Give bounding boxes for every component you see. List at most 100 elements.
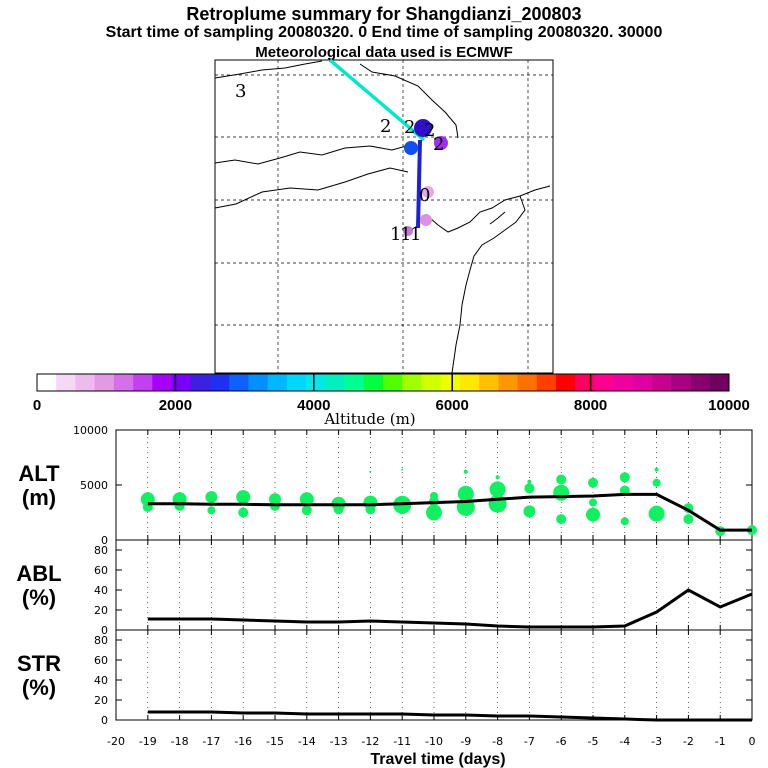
x-tick-label: -3 [651,735,662,748]
map-age-label: 1 [390,224,401,245]
y-tick-label: 0 [101,714,108,727]
altitude-spread-point [236,490,251,505]
y-tick-label: 0 [101,624,108,637]
panel-label-abl: ABL [16,561,61,586]
colorbar-swatch [344,374,365,391]
altitude-spread-point [556,474,567,485]
y-tick-label: 40 [94,584,108,597]
colorbar-swatch [56,374,76,391]
colorbar-swatch [402,374,422,391]
met-data-line: Meteorological data used is ECMWF [255,44,513,61]
colorbar-swatch [575,374,595,391]
plume-blob [403,226,413,236]
panel-str: 0 20 40 60 80 STR(%) [17,629,753,727]
altitude-spread-point [683,514,694,525]
colorbar-swatch [229,374,249,391]
altitude-spread-point [619,472,630,483]
altitude-spread-point [588,477,598,488]
altitude-spread-point [620,517,629,526]
map-grid [215,60,553,373]
x-tick-label: -14 [298,735,316,748]
altitude-spread-point [648,505,665,522]
panel-abl: 0 20 40 60 80 ABL(%) [16,539,753,637]
colorbar-swatch [498,374,518,391]
x-tick-label: -15 [266,735,284,748]
y-tick-label: 60 [94,654,108,667]
altitude-spread-point [365,504,376,515]
colorbar-swatch [383,374,403,391]
x-tick-label: -10 [425,735,443,748]
colorbar-swatch [133,374,153,391]
panel-label-alt: ALT [18,461,60,486]
altitude-spread-point [495,475,500,480]
altitude-spread-point [301,505,312,516]
altitude-spread-point [654,467,659,472]
altitude-spread-point [299,492,314,507]
colorbar-swatch [248,374,268,391]
colorbar-swatch [536,374,557,391]
colorbar-swatch [113,374,134,391]
colorbar-tick-label: 6000 [436,397,469,414]
colorbar-swatch [94,374,115,391]
altitude-spread-point [463,469,468,474]
trajectory-segment-blue [416,139,422,229]
altitude-spread-point [401,468,404,471]
colorbar-swatch [479,374,499,391]
panel-label-str: STR [17,651,61,676]
map-age-label: 1 [400,224,411,245]
colorbar-swatch [517,374,538,391]
x-tick-label: -7 [524,735,535,748]
map-age-label: 2 [380,116,391,137]
chart-title: Retroplume summary for Shangdianzi_20080… [186,4,582,24]
colorbar-swatch [267,374,288,391]
altitude-spread-point [652,478,661,487]
colorbar-swatch [671,374,691,391]
colorbar-swatch [171,374,192,391]
colorbar-swatch [210,374,230,391]
x-tick-label: -13 [330,735,348,748]
altitude-spread-point [205,491,218,504]
altitude-spread-point [489,481,506,498]
altitude-spread-point [524,483,535,494]
colorbar-tick-label: 4000 [297,397,330,414]
colorbar-swatch [594,374,614,391]
x-tick-label: -20 [107,735,125,748]
colorbar-swatch [37,374,57,391]
map-age-label: 2 [404,117,415,138]
sampling-time-line: Start time of sampling 20080320. 0 End t… [105,24,663,41]
x-tick-label: -1 [715,735,726,748]
altitude-spread-point [553,484,570,501]
series-line-alt [147,492,752,532]
x-tick-label: -18 [171,735,189,748]
series-line-abl [147,588,753,629]
x-tick-label: -17 [202,735,220,748]
altitude-spread-point [457,485,474,502]
map-borders [214,60,551,374]
map-age-label: 3 [235,81,246,102]
colorbar-tick-label: 10000 [708,397,750,414]
y-tick-label: 40 [94,674,108,687]
altitude-spread-point [238,507,249,518]
colorbar-swatch [363,374,384,391]
time-series-panels: 0500010000ALT(m)020406080ABL(%)020406080… [16,424,757,748]
x-tick-label: -12 [361,735,379,748]
colorbar-swatch [690,374,711,391]
map-age-label: 2 [424,120,435,141]
x-axis-label: Travel time (days) [370,751,505,768]
colorbar-swatch [709,374,730,391]
panel-unit-abl: (%) [22,585,56,610]
map-age-label: 2 [433,134,444,155]
plume-blob [420,214,432,226]
colorbar-label: Altitude (m) [323,410,415,428]
x-tick-label: -11 [393,735,411,748]
altitude-spread-point [527,479,532,484]
panel-frame [115,539,753,631]
plume-blob [422,186,434,198]
panel-unit-str: (%) [22,675,56,700]
y-tick-label: 80 [94,544,108,557]
colorbar-swatch [286,374,307,391]
x-tick-label: -6 [556,735,567,748]
x-tick-label: -2 [683,735,694,748]
trajectory-segment-teal [328,58,426,142]
